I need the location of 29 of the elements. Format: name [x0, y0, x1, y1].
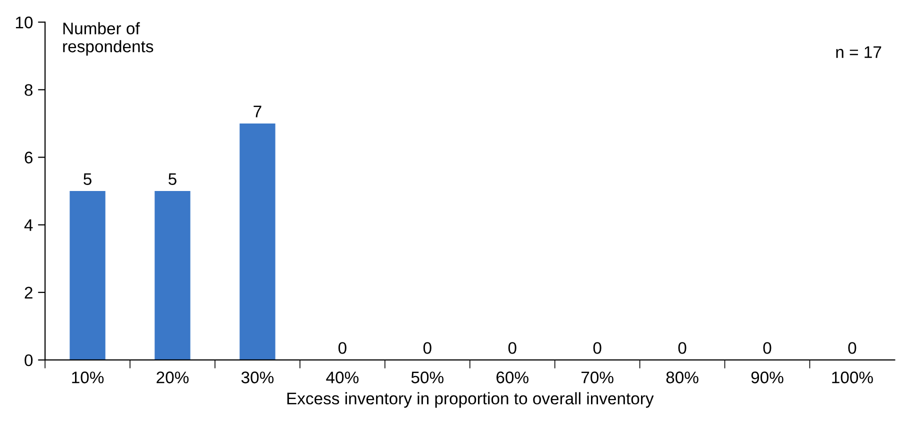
- x-tick-label: 20%: [156, 372, 189, 384]
- x-tick-label: 90%: [751, 372, 784, 384]
- x-tick-label: 60%: [496, 372, 528, 384]
- x-tick-label: 80%: [666, 372, 698, 384]
- data-label: 0: [423, 342, 432, 354]
- data-label: 0: [593, 342, 602, 354]
- data-label: 0: [848, 342, 856, 354]
- data-label: 0: [338, 342, 346, 354]
- data-label: 0: [763, 342, 772, 354]
- y-tick-label: 6: [24, 152, 33, 164]
- y-tick-label: 8: [24, 84, 33, 96]
- y-tick-label: 2: [24, 286, 32, 298]
- x-tick-label: 50%: [411, 372, 444, 384]
- x-tick-label: 100%: [832, 372, 873, 384]
- y-tick-label: 10: [16, 16, 33, 28]
- x-tick-label: 30%: [241, 372, 274, 384]
- x-tick-label: 10%: [72, 372, 104, 384]
- x-tick-label: 70%: [581, 372, 614, 384]
- data-label: 7: [254, 106, 262, 118]
- data-label: 0: [678, 342, 686, 354]
- data-label: 0: [508, 342, 516, 354]
- x-axis-title: Excess inventory in proportion to overall inventory: [287, 392, 654, 408]
- data-label: 5: [84, 173, 92, 185]
- y-tick-label: 4: [24, 219, 33, 231]
- data-label: 5: [168, 173, 176, 185]
- y-tick-label: 0: [24, 354, 33, 366]
- annotation: n = 17: [836, 46, 882, 58]
- y-axis-title: Number of respondents: [63, 22, 154, 56]
- x-tick-label: 40%: [326, 372, 359, 384]
